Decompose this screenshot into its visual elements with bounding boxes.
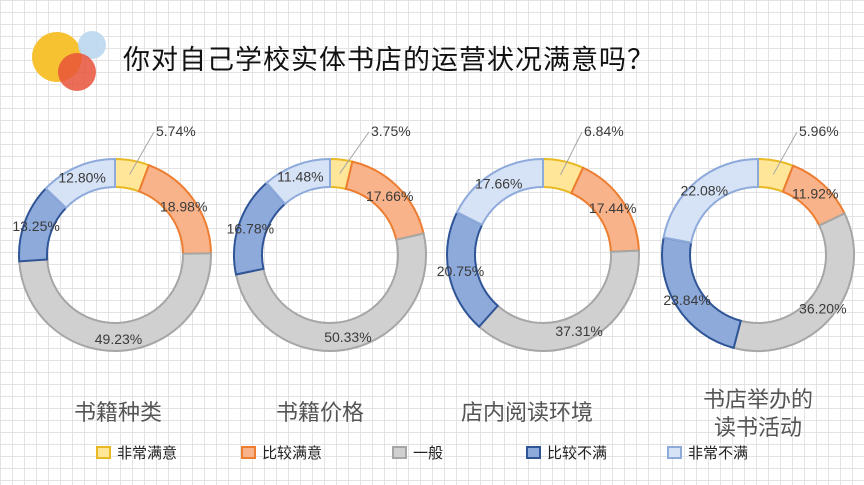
leader-line — [339, 131, 370, 174]
doughnut-chart-2: 3.75% 17.66% 50.33% 16.78% 11.48% 书籍价格 — [227, 123, 427, 426]
legend-label-dissatisfied: 比较不满 — [547, 444, 608, 462]
slice-very-dissatisfied — [662, 157, 759, 244]
data-label-very-dissatisfied: 11.48% — [277, 168, 323, 184]
data-label-neutral: 37.31% — [555, 323, 602, 339]
data-label-very-dissatisfied: 17.66% — [475, 176, 522, 192]
data-label-dissatisfied: 13.25% — [12, 218, 59, 234]
legend-swatch-very-satisfied — [96, 446, 111, 459]
logo-blue-circle — [78, 31, 106, 59]
legend-item-satisfied: 比较满意 — [241, 442, 322, 463]
legend-label-satisfied: 比较满意 — [262, 444, 323, 462]
data-label-satisfied: 11.92% — [792, 185, 838, 201]
data-label-satisfied: 17.66% — [366, 188, 413, 204]
data-label-very-satisfied: 3.75% — [371, 123, 411, 139]
data-label-very-dissatisfied: 12.80% — [58, 170, 105, 186]
leader-line — [772, 131, 798, 175]
doughnut-chart-1: 5.74% 18.98% 49.23% 13.25% 12.80% 书籍种类 — [12, 123, 213, 426]
slice-very-dissatisfied — [44, 157, 116, 210]
legend-item-very-dissatisfied: 非常不满 — [667, 442, 748, 463]
data-label-satisfied: 18.98% — [160, 199, 207, 215]
legend-swatch-neutral — [392, 446, 407, 459]
legend-item-very-satisfied: 非常满意 — [96, 442, 177, 463]
data-label-dissatisfied: 16.78% — [227, 220, 274, 236]
data-label-very-satisfied: 6.84% — [584, 123, 624, 139]
slice-neutral — [234, 232, 427, 352]
legend-item-neutral: 一般 — [392, 442, 443, 463]
logo-red-circle — [58, 53, 96, 91]
chart-title-1: 书籍种类 — [74, 401, 162, 426]
slice-neutral — [732, 212, 855, 352]
data-label-dissatisfied: 23.84% — [663, 292, 710, 308]
legend-label-very-dissatisfied: 非常不满 — [688, 444, 749, 462]
doughnut-chart-3: 6.84% 17.44% 37.31% 20.75% 17.66% 店内阅读环境 — [437, 123, 640, 426]
slice-very-dissatisfied — [455, 157, 544, 227]
data-label-very-satisfied: 5.96% — [799, 123, 839, 139]
chart-title-3: 店内阅读环境 — [461, 401, 593, 426]
data-label-neutral: 49.23% — [95, 331, 142, 347]
slice-very-dissatisfied — [265, 157, 331, 206]
logo-circles — [32, 31, 106, 91]
legend-swatch-satisfied — [241, 446, 256, 459]
page-title: 你对自己学校实体书店的运营状况满意吗？ — [123, 45, 655, 76]
legend: 非常满意 比较满意 一般 比较不满 非常不满 — [0, 442, 864, 464]
doughnut-charts: 5.74% 18.98% 49.23% 13.25% 12.80% 书籍种类 3.75% 17… — [12, 123, 855, 440]
slice-neutral — [18, 252, 212, 352]
legend-swatch-dissatisfied — [526, 446, 541, 459]
chart-title-4: 书店举办的 — [703, 388, 813, 413]
leader-line — [129, 131, 155, 175]
legend-swatch-very-dissatisfied — [667, 446, 682, 459]
chart-title-4: 读书活动 — [714, 416, 802, 440]
data-label-very-satisfied: 5.74% — [156, 123, 196, 139]
leader-line — [560, 131, 583, 176]
legend-label-very-satisfied: 非常满意 — [117, 444, 178, 462]
data-label-neutral: 50.33% — [324, 329, 371, 345]
data-label-dissatisfied: 20.75% — [437, 263, 484, 279]
legend-label-neutral: 一般 — [413, 444, 444, 462]
chart-title-2: 书籍价格 — [276, 401, 364, 426]
data-label-very-dissatisfied: 22.08% — [681, 182, 728, 198]
data-label-satisfied: 17.44% — [589, 200, 636, 216]
data-label-neutral: 36.20% — [799, 300, 846, 316]
legend-item-dissatisfied: 比较不满 — [526, 442, 607, 463]
